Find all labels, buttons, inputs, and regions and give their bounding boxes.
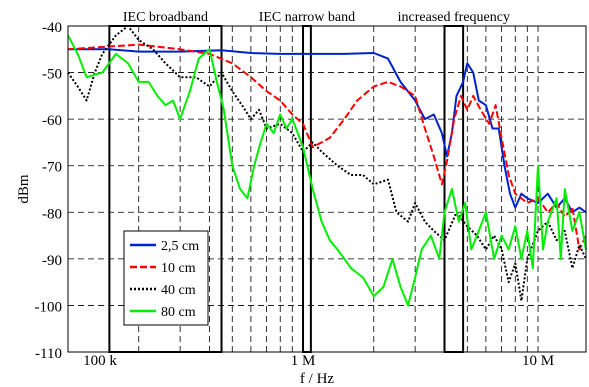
annotation-labels: IEC broadband IEC narrow band increased fr… [123,10,510,25]
x-tick-label: 10 M [522,353,554,369]
annotation-box [443,25,465,353]
legend-label: 2,5 cm [161,239,199,254]
series-lines [67,25,587,307]
series-line [67,43,587,251]
series-line [68,48,587,214]
series-line [67,25,587,302]
legend: 2,5 cm 10 cm 40 cm 80 cm [123,230,209,326]
y-tick-label: -60 [42,113,62,129]
annotation-label: increased frequency [398,10,510,25]
legend-label: 80 cm [161,305,196,320]
y-tick-label: -90 [42,253,62,269]
x-tick-label: 1 M [291,353,316,369]
y-tick-labels: -40 -50 -60 -70 -80 -90 -100 -110 [35,20,63,362]
legend-label: 40 cm [161,283,196,298]
y-tick-label: -40 [42,20,62,36]
y-axis-label: dBm [16,174,32,204]
series-line [67,34,587,307]
annotation-box [302,25,312,353]
y-tick-label: -100 [35,299,63,315]
annotation-label: IEC narrow band [259,10,355,25]
legend-box [123,230,209,326]
x-tick-labels: 100 k 1 M 10 M [83,353,554,369]
x-tick-label: 100 k [83,353,117,369]
y-tick-label: -110 [35,346,62,362]
plot-frame [67,25,587,353]
annotation-label: IEC broadband [123,10,208,25]
y-tick-label: -50 [42,67,62,83]
y-tick-label: -80 [42,206,62,222]
y-tick-label: -70 [42,160,62,176]
legend-label: 10 cm [161,261,196,276]
x-axis-label: f / Hz [300,371,334,387]
